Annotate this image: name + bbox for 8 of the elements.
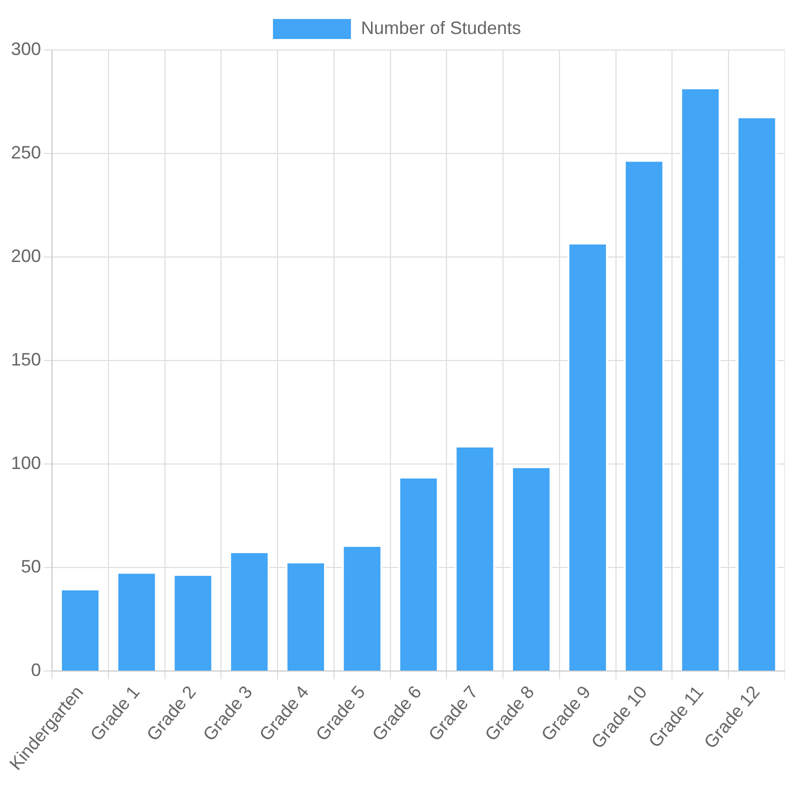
y-tick-label: 300: [10, 38, 42, 59]
y-tick-label: 100: [10, 453, 42, 474]
y-tick-label: 150: [10, 350, 42, 370]
y-tick-label: 50: [21, 556, 42, 577]
y-tick-label: 0: [31, 660, 42, 680]
y-tick-label: 200: [10, 246, 42, 266]
legend-label: Number of Students: [360, 18, 522, 38]
y-tick-label: 250: [10, 142, 42, 162]
